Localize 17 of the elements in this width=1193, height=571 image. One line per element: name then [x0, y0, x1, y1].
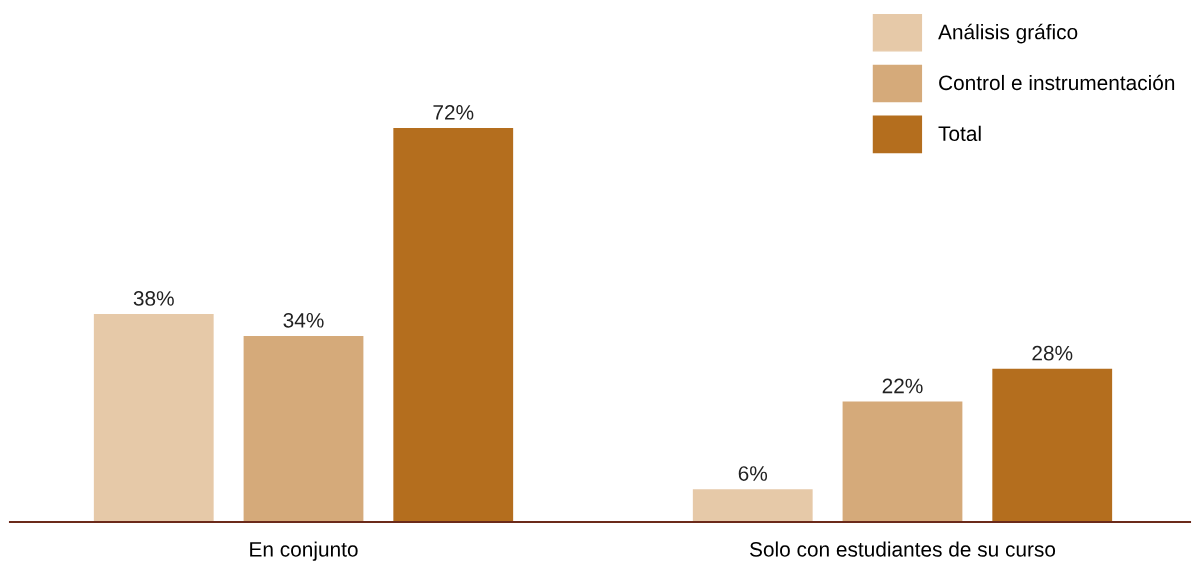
bar	[842, 401, 963, 522]
bar	[992, 368, 1113, 522]
legend-label: Análisis gráfico	[938, 23, 1078, 44]
bar	[93, 314, 214, 522]
data-label: 38%	[133, 291, 174, 306]
bar	[393, 128, 514, 522]
legend-label: Total	[938, 125, 981, 142]
legend-label: Control e instrumentación	[939, 74, 1175, 91]
bar	[692, 489, 813, 522]
data-label: 34%	[283, 312, 324, 328]
bar	[243, 335, 364, 522]
data-label: 6%	[738, 466, 768, 481]
data-label: 72%	[433, 105, 474, 120]
x-tick-label: Solo con estudiantes de su curso	[749, 541, 1056, 557]
x-tick-label: En conjunto	[250, 541, 358, 561]
data-label: 22%	[882, 378, 923, 394]
data-label: 28%	[1032, 345, 1073, 361]
